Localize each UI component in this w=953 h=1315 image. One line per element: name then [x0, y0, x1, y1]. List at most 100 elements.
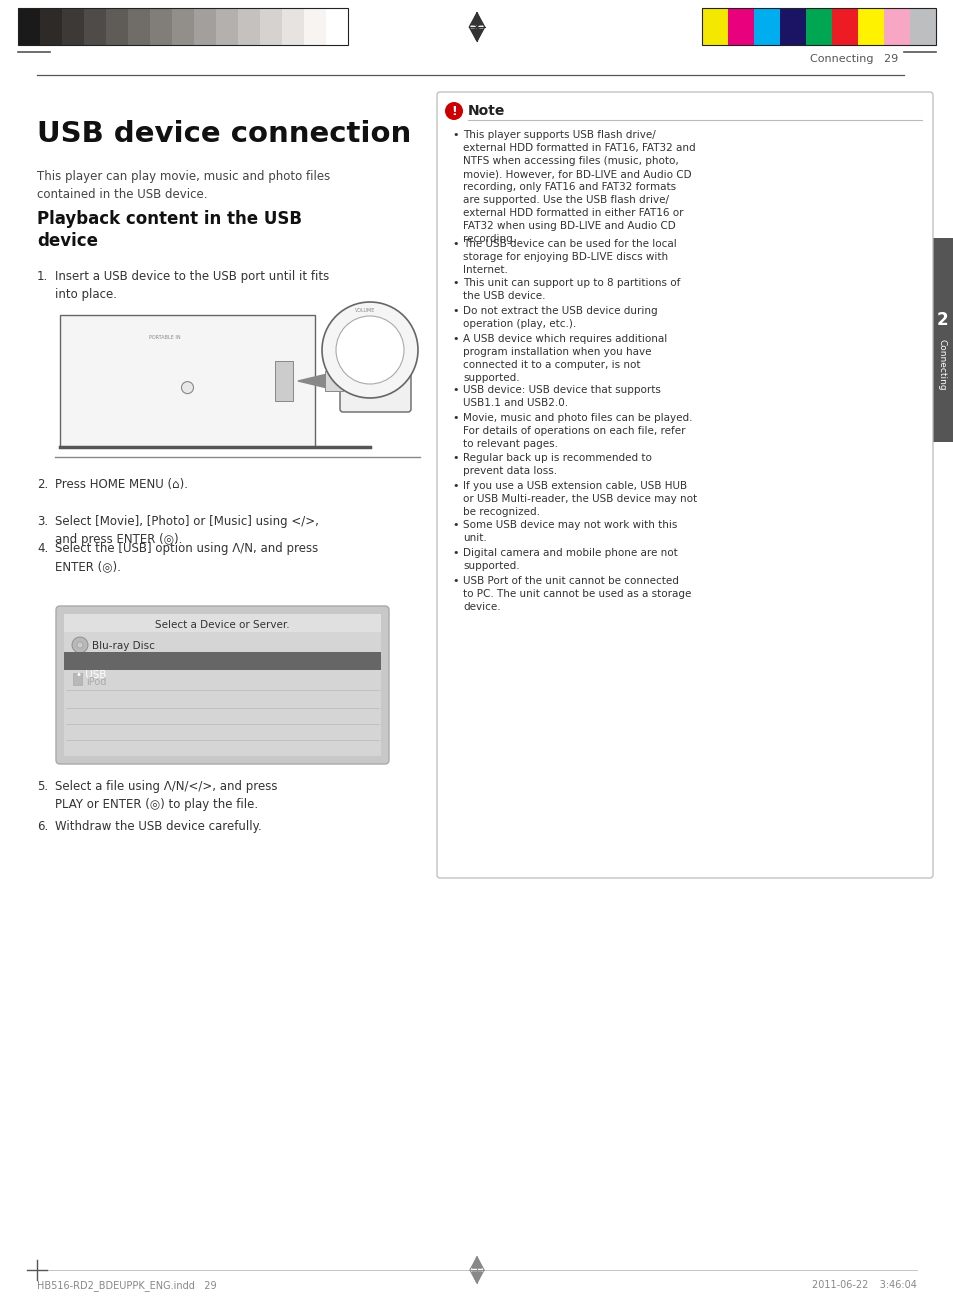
Text: VOLUME: VOLUME	[355, 308, 375, 313]
Bar	[831, 8, 857, 45]
Text: Blu-ray Disc: Blu-ray Disc	[91, 640, 154, 651]
Text: •: •	[452, 519, 458, 530]
Circle shape	[181, 381, 193, 393]
Text: A USB device which requires additional
program installation when you have
connec: A USB device which requires additional p…	[462, 334, 666, 383]
Bar	[64, 652, 380, 671]
Text: The USB device can be used for the local
storage for enjoying BD-LIVE discs with: The USB device can be used for the local…	[462, 238, 676, 275]
Text: 5.: 5.	[37, 780, 48, 793]
Text: USB device connection: USB device connection	[37, 120, 411, 149]
Bar	[64, 614, 380, 633]
Text: Withdraw the USB device carefully.: Withdraw the USB device carefully.	[55, 821, 261, 832]
Bar	[215, 8, 237, 45]
Text: USB Port of the unit cannot be connected
to PC. The unit cannot be used as a sto: USB Port of the unit cannot be connected…	[462, 576, 691, 611]
Bar	[274, 362, 293, 401]
Text: !: !	[451, 104, 456, 117]
Text: Select the [USB] option using Λ/Ν, and press
ENTER (◎).: Select the [USB] option using Λ/Ν, and p…	[55, 542, 318, 573]
Polygon shape	[297, 370, 348, 393]
Bar	[64, 614, 380, 756]
Text: Movie, music and photo files can be played.
For details of operations on each fi: Movie, music and photo files can be play…	[462, 413, 692, 450]
Bar	[780, 8, 805, 45]
Bar	[62, 8, 84, 45]
Text: Select a file using Λ/Ν/</>, and press
PLAY or ENTER (◎) to play the file.: Select a file using Λ/Ν/</>, and press P…	[55, 780, 277, 811]
Bar	[883, 8, 909, 45]
Text: This player can play movie, music and photo files
contained in the USB device.: This player can play movie, music and ph…	[37, 170, 330, 201]
Text: Connecting: Connecting	[937, 339, 946, 391]
Bar	[60, 316, 314, 447]
Text: •: •	[452, 385, 458, 394]
Text: iPod: iPod	[86, 677, 107, 686]
FancyBboxPatch shape	[436, 92, 932, 878]
Text: Connecting   29: Connecting 29	[809, 54, 897, 64]
Text: Select [Movie], [Photo] or [Music] using </>,
and press ENTER (◎).: Select [Movie], [Photo] or [Music] using…	[55, 515, 318, 546]
Text: Digital camera and mobile phone are not
supported.: Digital camera and mobile phone are not …	[462, 548, 677, 571]
Bar	[84, 8, 106, 45]
Circle shape	[335, 316, 403, 384]
Text: 3.: 3.	[37, 515, 48, 529]
Text: 2011-06-22    3:46:04: 2011-06-22 3:46:04	[811, 1279, 916, 1290]
Bar	[304, 8, 326, 45]
Text: USB device: USB device that supports
USB1.1 and USB2.0.: USB device: USB device that supports USB…	[462, 385, 660, 408]
Text: Note: Note	[468, 104, 505, 118]
FancyBboxPatch shape	[56, 606, 389, 764]
Bar	[727, 8, 753, 45]
Polygon shape	[472, 1272, 481, 1283]
Text: •: •	[452, 130, 458, 139]
Polygon shape	[471, 13, 482, 25]
Text: 2: 2	[936, 312, 947, 329]
Text: 4.: 4.	[37, 542, 49, 555]
Text: •: •	[452, 548, 458, 558]
Text: Some USB device may not work with this
unit.: Some USB device may not work with this u…	[462, 519, 677, 543]
Text: •: •	[452, 452, 458, 463]
Text: •: •	[452, 576, 458, 586]
Text: PORTABLE IN: PORTABLE IN	[149, 335, 181, 341]
Text: •: •	[452, 238, 458, 249]
Text: 2.: 2.	[37, 477, 49, 490]
Text: Select a Device or Server.: Select a Device or Server.	[155, 619, 290, 630]
Bar	[326, 8, 348, 45]
FancyBboxPatch shape	[339, 360, 411, 412]
Bar	[805, 8, 831, 45]
Bar	[237, 8, 260, 45]
Text: Playback content in the USB
device: Playback content in the USB device	[37, 210, 302, 250]
Bar	[701, 8, 727, 45]
Bar	[325, 371, 343, 391]
Bar	[73, 673, 82, 685]
Bar	[128, 8, 150, 45]
Text: If you use a USB extension cable, USB HUB
or USB Multi-reader, the USB device ma: If you use a USB extension cable, USB HU…	[462, 480, 697, 517]
Text: •: •	[452, 306, 458, 316]
Circle shape	[322, 302, 417, 398]
Text: •: •	[452, 334, 458, 345]
Bar	[909, 8, 935, 45]
Text: This player supports USB flash drive/
external HDD formatted in FAT16, FAT32 and: This player supports USB flash drive/ ex…	[462, 130, 695, 245]
Polygon shape	[472, 1257, 481, 1268]
Bar	[172, 8, 193, 45]
Text: •: •	[452, 413, 458, 423]
Bar	[18, 8, 348, 45]
Polygon shape	[471, 29, 482, 41]
Bar	[150, 8, 172, 45]
Text: 1.: 1.	[37, 270, 49, 283]
Bar	[701, 8, 935, 45]
Circle shape	[444, 103, 462, 120]
Bar	[106, 8, 128, 45]
Text: This unit can support up to 8 partitions of
the USB device.: This unit can support up to 8 partitions…	[462, 277, 679, 301]
Text: HB516-RD2_BDEUPPK_ENG.indd   29: HB516-RD2_BDEUPPK_ENG.indd 29	[37, 1279, 216, 1291]
Bar	[753, 8, 780, 45]
Text: Regular back up is recommended to
prevent data loss.: Regular back up is recommended to preven…	[462, 452, 651, 476]
Text: Press HOME MENU (⌂).: Press HOME MENU (⌂).	[55, 477, 188, 490]
Circle shape	[77, 642, 83, 648]
Bar	[193, 8, 215, 45]
Text: Do not extract the USB device during
operation (play, etc.).: Do not extract the USB device during ope…	[462, 306, 657, 329]
Bar	[260, 8, 282, 45]
Bar	[18, 8, 40, 45]
Text: • USB: • USB	[76, 671, 107, 680]
Bar	[282, 8, 304, 45]
Bar	[40, 8, 62, 45]
Text: 6.: 6.	[37, 821, 49, 832]
Circle shape	[71, 636, 88, 654]
Text: •: •	[452, 277, 458, 288]
Bar	[857, 8, 883, 45]
Text: Insert a USB device to the USB port until it fits
into place.: Insert a USB device to the USB port unti…	[55, 270, 329, 301]
Text: •: •	[452, 480, 458, 490]
FancyBboxPatch shape	[928, 238, 953, 442]
